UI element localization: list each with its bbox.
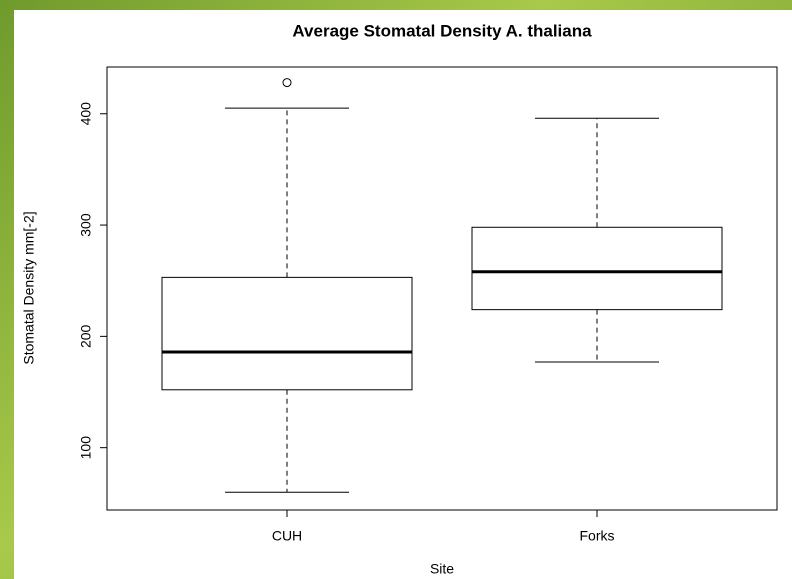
- x-tick-label: CUH: [272, 528, 302, 544]
- chart: Average Stomatal Density A. thaliana Sit…: [0, 0, 792, 579]
- y-tick-label: 200: [78, 324, 94, 348]
- y-axis-label: Stomatal Density mm[-2]: [21, 211, 37, 364]
- box: [162, 277, 412, 389]
- y-tick-label: 100: [78, 436, 94, 460]
- box: [472, 227, 722, 309]
- x-axis-label: Site: [430, 561, 454, 577]
- y-tick-label: 300: [78, 213, 94, 237]
- x-tick-label: Forks: [580, 528, 615, 544]
- y-tick-label: 400: [78, 102, 94, 126]
- chart-title: Average Stomatal Density A. thaliana: [292, 21, 592, 40]
- page: Average Stomatal Density A. thaliana Sit…: [0, 0, 792, 579]
